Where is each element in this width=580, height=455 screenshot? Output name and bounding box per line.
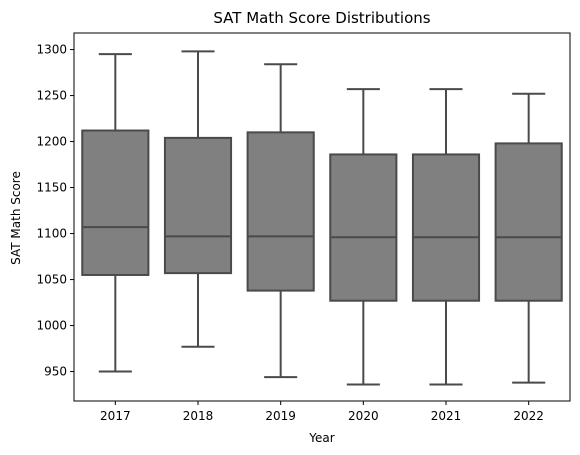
x-tick-label: 2018: [183, 409, 214, 423]
y-tick-label: 1000: [36, 319, 67, 333]
box-2021-iqr: [411, 153, 481, 302]
y-axis-label: SAT Math Score: [9, 171, 23, 265]
box-2019-iqr: [246, 131, 315, 292]
x-tick-label: 2020: [348, 409, 379, 423]
y-tick-label: 1100: [36, 227, 67, 241]
y-tick-label: 1200: [36, 135, 67, 149]
box-2020-iqr: [329, 153, 398, 302]
chart-title: SAT Math Score Distributions: [213, 9, 430, 27]
box-2022-iqr: [494, 142, 563, 302]
box-2017-iqr: [81, 129, 150, 276]
y-tick-label: 1050: [36, 273, 67, 287]
box-2018-iqr: [163, 136, 233, 275]
y-tick-label: 1250: [36, 89, 67, 103]
x-axis-label: Year: [308, 431, 334, 445]
x-tick-label: 2022: [513, 409, 544, 423]
x-tick-label: 2017: [100, 409, 131, 423]
y-tick-label: 1300: [36, 43, 67, 57]
plot-frame: [73, 32, 571, 402]
y-tick-label: 950: [44, 365, 67, 379]
x-tick-label: 2021: [431, 409, 462, 423]
plot-area: 950 1000 1050 1100 1150 1200 1250 1300 2017 2018 2…: [36, 43, 563, 423]
y-tick-label: 1150: [36, 181, 67, 195]
x-tick-label: 2019: [265, 409, 296, 423]
